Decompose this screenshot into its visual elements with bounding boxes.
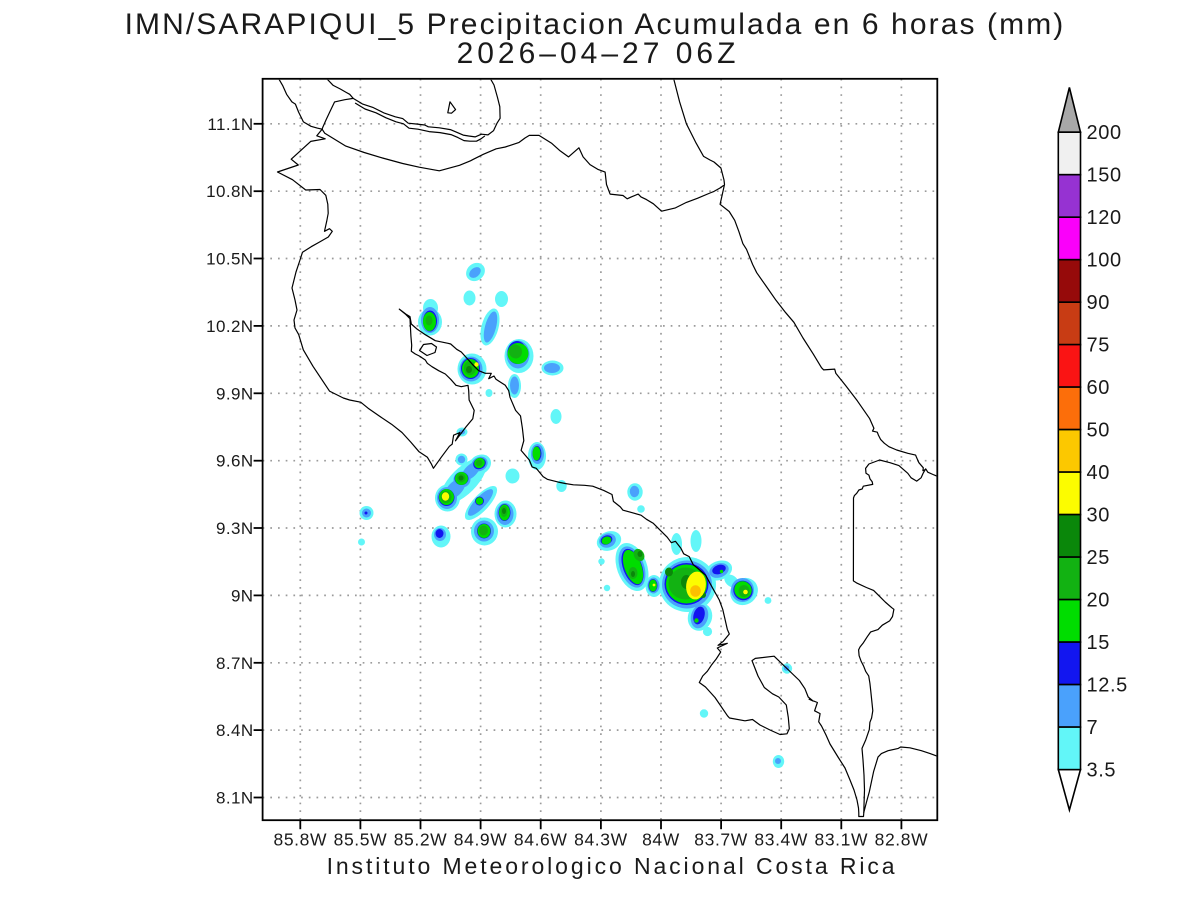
svg-text:8.1N: 8.1N [216, 789, 254, 808]
svg-text:7: 7 [1087, 717, 1099, 739]
svg-text:50: 50 [1087, 420, 1110, 442]
svg-text:85.5W: 85.5W [334, 830, 388, 850]
svg-text:90: 90 [1087, 292, 1110, 314]
svg-text:100: 100 [1087, 250, 1122, 272]
svg-text:12.5: 12.5 [1087, 675, 1128, 697]
svg-text:60: 60 [1087, 377, 1110, 399]
svg-text:83.1W: 83.1W [815, 830, 869, 850]
svg-text:9.6N: 9.6N [216, 452, 254, 471]
svg-text:10.2N: 10.2N [206, 317, 253, 336]
svg-text:10.5N: 10.5N [206, 250, 253, 269]
svg-text:9N: 9N [231, 586, 254, 605]
svg-text:8.4N: 8.4N [216, 721, 254, 740]
svg-text:2026–04–27 06Z: 2026–04–27 06Z [457, 37, 740, 70]
svg-text:84.3W: 84.3W [574, 830, 628, 850]
svg-text:84.6W: 84.6W [514, 830, 568, 850]
svg-text:9.3N: 9.3N [216, 519, 254, 538]
svg-text:11.1N: 11.1N [207, 115, 253, 134]
svg-text:3.5: 3.5 [1087, 760, 1117, 782]
svg-text:84.9W: 84.9W [454, 830, 508, 850]
svg-text:10.8N: 10.8N [206, 182, 253, 201]
svg-text:120: 120 [1087, 207, 1122, 229]
svg-text:40: 40 [1087, 462, 1110, 484]
svg-text:150: 150 [1087, 165, 1122, 187]
svg-text:82.8W: 82.8W [875, 830, 929, 850]
svg-text:75: 75 [1087, 335, 1110, 357]
svg-text:IMN/SARAPIQUI_5 Precipitacion: IMN/SARAPIQUI_5 Precipitacion Acumulada … [125, 8, 1066, 41]
svg-text:25: 25 [1087, 547, 1110, 569]
svg-text:20: 20 [1087, 590, 1110, 612]
svg-text:85.2W: 85.2W [394, 830, 448, 850]
svg-text:9.9N: 9.9N [216, 384, 254, 403]
svg-text:85.8W: 85.8W [274, 830, 328, 850]
svg-text:83.4W: 83.4W [754, 830, 808, 850]
svg-text:15: 15 [1087, 632, 1110, 654]
svg-text:8.7N: 8.7N [216, 654, 254, 673]
svg-text:84W: 84W [642, 830, 680, 850]
svg-text:30: 30 [1087, 505, 1110, 527]
svg-text:Instituto Meteorologico Nacion: Instituto Meteorologico Nacional Costa R… [327, 853, 898, 879]
svg-text:83.7W: 83.7W [694, 830, 748, 850]
svg-text:200: 200 [1087, 122, 1122, 144]
